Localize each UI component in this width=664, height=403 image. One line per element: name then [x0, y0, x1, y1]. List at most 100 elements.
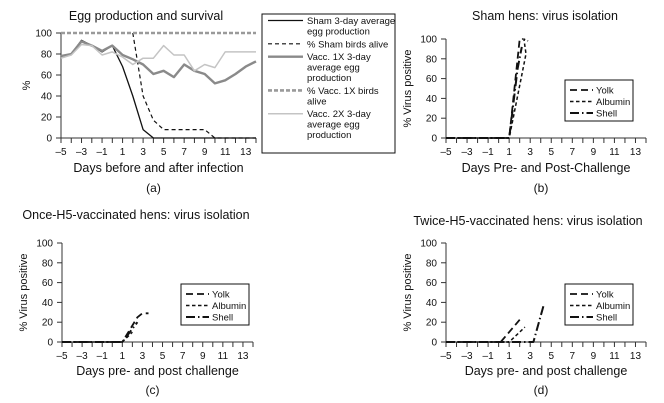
y-tick-label: 0 [431, 338, 437, 349]
series-line-sham-birds-alive [132, 32, 256, 139]
x-tick-label: –3 [461, 147, 473, 158]
chart-title: Once-H5-vaccinated hens: virus isolation [22, 208, 249, 222]
x-tick-label: 11 [609, 351, 620, 362]
chart-title: Egg production and survival [69, 9, 223, 23]
y-tick-label: 100 [420, 35, 437, 46]
y-tick-label: 20 [42, 318, 54, 329]
y-tick-label: 60 [41, 71, 53, 82]
legend-label: egg production [307, 26, 370, 37]
panel-label: (a) [146, 181, 161, 195]
legend-label: Shell [596, 109, 617, 120]
x-tick-label: 13 [240, 147, 252, 158]
y-tick-label: 40 [42, 298, 54, 309]
x-tick-label: –1 [97, 351, 109, 362]
y-tick-label: 20 [426, 318, 438, 329]
x-tick-label: 5 [548, 147, 554, 158]
series-line-albumin [62, 331, 133, 343]
x-tick-label: 5 [161, 147, 167, 158]
legend-label: Yolk [212, 290, 230, 301]
y-tick-label: 100 [420, 239, 437, 250]
x-tick-label: 7 [181, 147, 187, 158]
y-tick-label: 60 [426, 74, 438, 85]
y-axis-label: % [21, 80, 33, 90]
series-line-yolk [446, 38, 523, 139]
series-line-vacc-2x-3-day-average-egg-production [60, 43, 256, 72]
y-tick-label: 20 [426, 114, 438, 125]
legend-label: Yolk [596, 86, 614, 97]
legend-label: Albumin [212, 301, 246, 312]
legend-label: Shell [212, 313, 233, 324]
x-tick-label: 13 [630, 147, 642, 158]
x-tick-label: 9 [200, 351, 206, 362]
chart-title: Twice-H5-vaccinated hens: virus isolatio… [413, 214, 642, 228]
y-axis-label: % Virus positive [402, 253, 414, 331]
x-tick-label: 5 [160, 351, 166, 362]
x-tick-label: 9 [591, 147, 597, 158]
y-tick-label: 80 [426, 258, 438, 269]
x-tick-label: 5 [548, 351, 554, 362]
series-line-shell [446, 46, 523, 139]
x-tick-label: 9 [202, 147, 208, 158]
x-tick-label: 1 [506, 147, 512, 158]
y-tick-label: 80 [41, 50, 53, 61]
x-tick-label: –5 [55, 147, 67, 158]
x-tick-label: –5 [56, 351, 68, 362]
series-line-sham-3-day-average-egg-production [60, 39, 256, 139]
x-tick-label: –3 [77, 351, 89, 362]
x-tick-label: 13 [630, 351, 642, 362]
y-tick-label: 80 [426, 54, 438, 65]
chart-panel-b: Sham hens: virus isolation 0 20 40 60 80 100 –5… [402, 9, 647, 195]
x-tick-label: 11 [609, 147, 620, 158]
legend-label: % Sham birds alive [307, 39, 388, 50]
x-tick-label: –5 [440, 147, 452, 158]
x-axis-label: Days pre- and post challenge [465, 364, 628, 378]
legend-label: Vacc. 1X 3-day [307, 52, 371, 63]
legend-label: production [307, 73, 351, 84]
x-tick-label: 7 [570, 351, 576, 362]
series-line-vacc-1x-3-day-average-egg-production [60, 40, 257, 85]
x-axis-label: Days before and after infection [73, 161, 243, 175]
series-line-shell [62, 321, 139, 343]
x-tick-label: 3 [140, 351, 146, 362]
series-line-yolk [446, 316, 523, 343]
x-axis-label: Days Pre- and Post-Challenge [462, 161, 631, 175]
x-tick-label: 7 [570, 147, 576, 158]
chart-panel-d: Twice-H5-vaccinated hens: virus isolatio… [402, 214, 647, 397]
chart-panel-c: Once-H5-vaccinated hens: virus isolation… [18, 208, 254, 397]
legend-label: average egg [307, 63, 360, 74]
y-axis-label: % Virus positive [18, 253, 30, 331]
x-tick-label: 9 [591, 351, 597, 362]
y-tick-label: 40 [426, 94, 438, 105]
series-line-yolk [62, 312, 149, 343]
x-tick-label: –3 [76, 147, 88, 158]
x-tick-label: 11 [220, 147, 231, 158]
x-tick-label: 13 [237, 351, 249, 362]
legend-label: Yolk [596, 290, 614, 301]
x-tick-label: 1 [120, 351, 126, 362]
y-tick-label: 40 [41, 92, 53, 103]
series-line-shell [446, 304, 545, 343]
legend-box [564, 79, 634, 122]
panel-label: (b) [534, 181, 549, 195]
x-tick-label: –1 [483, 147, 495, 158]
legend-label: average egg [307, 120, 360, 131]
x-tick-label: 3 [527, 351, 533, 362]
x-axis-label: Days pre- and post challenge [76, 364, 239, 378]
x-tick-label: –3 [461, 351, 473, 362]
legend-label: alive [307, 96, 327, 107]
x-tick-label: 3 [527, 147, 533, 158]
x-tick-label: 7 [180, 351, 186, 362]
y-tick-label: 0 [47, 338, 53, 349]
y-tick-label: 20 [41, 113, 53, 124]
y-tick-label: 60 [426, 278, 438, 289]
y-tick-label: 100 [35, 29, 52, 40]
legend-label: Sham 3-day average [307, 16, 395, 27]
y-tick-label: 100 [36, 239, 53, 250]
legend-label: production [307, 130, 351, 141]
y-tick-label: 80 [42, 258, 54, 269]
x-tick-label: 1 [120, 147, 126, 158]
legend-label: Albumin [596, 97, 630, 108]
